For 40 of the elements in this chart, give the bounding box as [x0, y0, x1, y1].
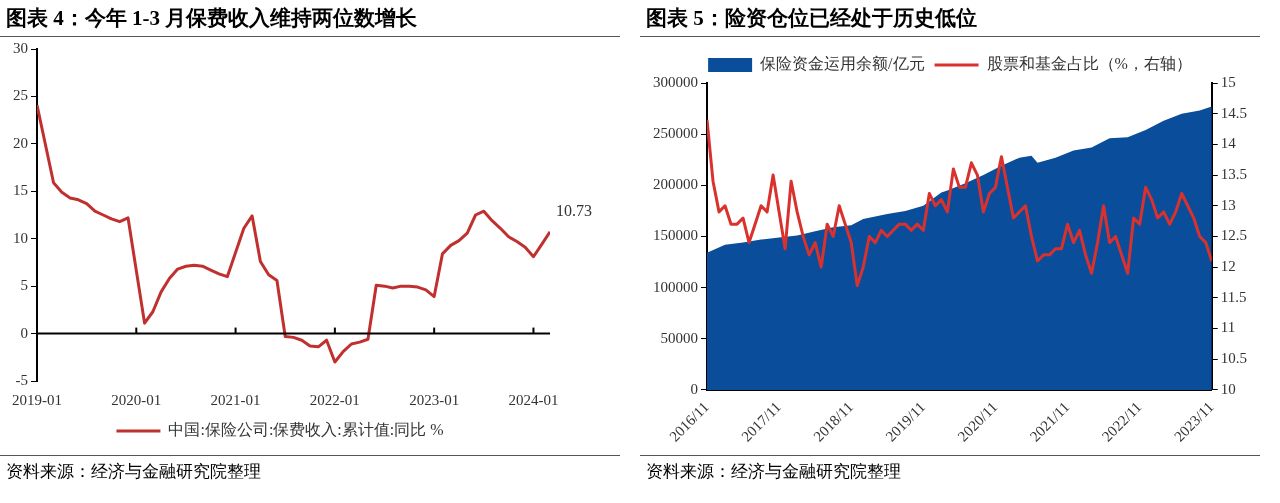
chart-title: 图表 5：险资仓位已经处于历史低位 — [640, 4, 1260, 37]
text: 资料来源：经济与金融研究院整理 — [0, 455, 620, 483]
y2-tick-label: 11 — [1220, 319, 1236, 336]
y2-tick-label: 14 — [1220, 135, 1237, 152]
y-tick-label: 300000 — [653, 73, 698, 90]
legend-label: 股票和基金占比（%，右轴） — [986, 55, 1192, 73]
y-tick-label: 50000 — [660, 329, 698, 346]
text: 资料来源：经济与金融研究院整理 — [640, 455, 1260, 483]
y2-tick-label: 10.5 — [1220, 350, 1247, 367]
x-tick-label: 2021-01 — [210, 391, 261, 408]
y-tick-label: 10 — [13, 229, 28, 246]
y2-tick-label: 11.5 — [1220, 288, 1247, 305]
x-tick-label: 2024-01 — [508, 391, 559, 408]
y-tick-label: 25 — [13, 87, 28, 104]
y-tick-label: 15 — [13, 182, 28, 199]
legend-label: 中国:保险公司:保费收入:累计值:同比 % — [168, 421, 444, 439]
y-tick-label: 0 — [20, 324, 28, 341]
y2-tick-label: 12.5 — [1220, 227, 1247, 244]
annotation: 10.73 — [556, 201, 592, 219]
x-tick-label: 2019-01 — [12, 391, 62, 408]
y-tick-label: 100000 — [653, 278, 698, 295]
y-tick-label: 20 — [13, 134, 28, 151]
y-tick-label: 30 — [13, 39, 28, 56]
x-tick-label: 2022-01 — [309, 391, 360, 408]
y-tick-label: 5 — [20, 277, 28, 294]
y2-tick-label: 12 — [1220, 258, 1236, 275]
y-tick-label: -5 — [15, 371, 28, 388]
y-tick-label: 250000 — [653, 125, 698, 142]
y2-tick-label: 15 — [1220, 73, 1236, 90]
x-tick-label: 2020-01 — [111, 391, 162, 408]
chart-title: 图表 4：今年 1-3 月保费收入维持两位数增长 — [0, 4, 620, 37]
y2-tick-label: 10 — [1220, 380, 1236, 397]
y2-tick-label: 14.5 — [1220, 104, 1247, 121]
y-tick-label: 150000 — [653, 227, 698, 244]
x-tick-label: 2023-01 — [409, 391, 460, 408]
y2-tick-label: 13 — [1220, 196, 1236, 213]
y-tick-label: 200000 — [653, 176, 698, 193]
y2-tick-label: 13.5 — [1220, 166, 1247, 183]
legend-label: 保险资金运用余额/亿元 — [760, 55, 925, 73]
y-tick-label: 0 — [690, 380, 698, 397]
